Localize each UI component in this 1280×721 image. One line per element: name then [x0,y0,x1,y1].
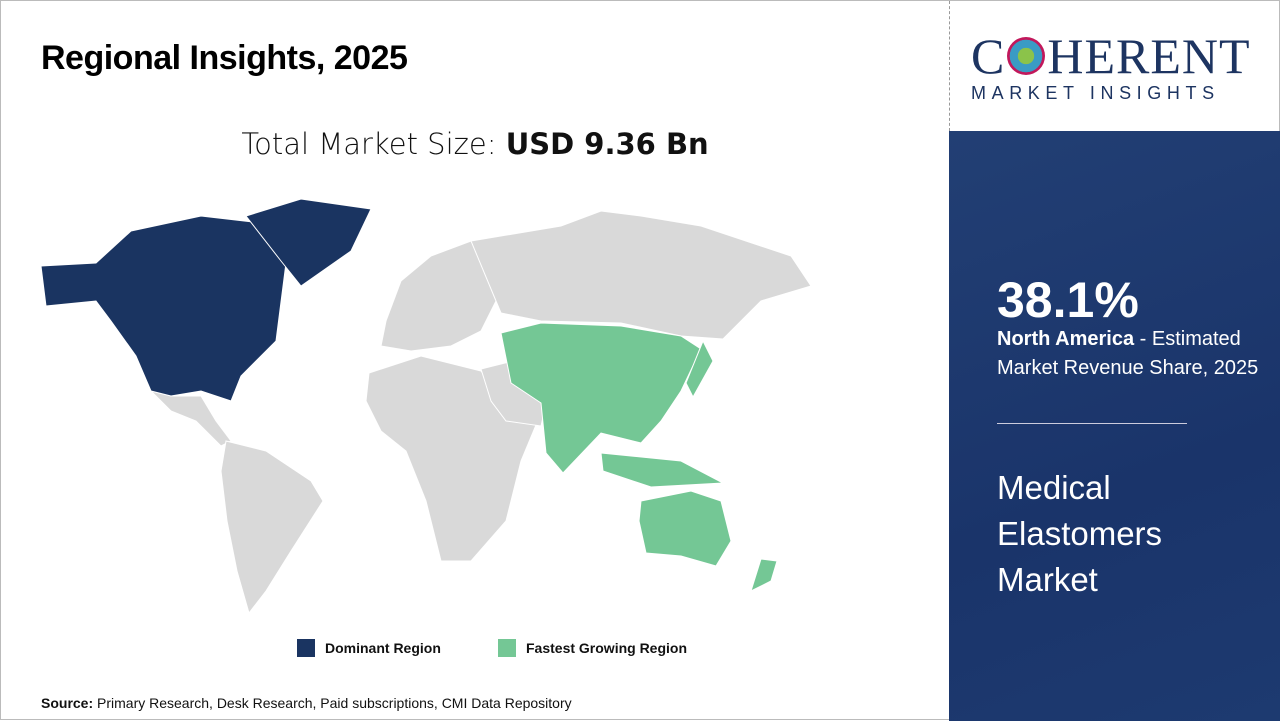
panel-divider [997,423,1187,424]
logo-subtitle: MARKET INSIGHTS [971,83,1220,103]
page-title: Regional Insights, 2025 [41,39,408,77]
total-label: Total Market Size: [241,127,506,161]
region-japan [685,339,714,399]
market-name-line: Market [997,561,1098,598]
globe-icon [1007,37,1046,75]
legend-label: Fastest Growing Region [526,640,688,656]
region-central-america [149,390,232,447]
region-australia [638,490,732,567]
legend-swatch-fastest [498,639,516,657]
source-note: Source: Primary Research, Desk Research,… [41,695,572,711]
share-description: North America - Estimated Market Revenue… [997,325,1267,383]
region-russia [470,210,812,340]
share-desc-text: - Estimated Market Revenue Share, 2025 [997,328,1259,379]
region-south-america [220,440,324,615]
region-north-america [40,215,287,402]
market-name: Medical Elastomers Market [997,465,1162,603]
legend-fastest: Fastest Growing Region [498,639,687,657]
total-market-size: Total Market Size: USD 9.36 Bn [1,127,949,161]
legend-swatch-dominant [297,639,315,657]
logo-text-c: C [971,28,1006,84]
legend-label: Dominant Region [325,640,441,656]
info-panel: 38.1% North America - Estimated Market R… [949,131,1280,721]
share-value: 38.1% [997,272,1139,328]
region-name: North America [997,328,1135,350]
divider [949,1,950,131]
market-name-line: Medical [997,469,1111,506]
world-map [40,198,812,615]
region-new-zealand [750,558,778,592]
market-name-line: Elastomers [997,515,1163,552]
region-se-asia-islands [600,452,725,488]
legend-dominant: Dominant Region [297,639,441,657]
source-label: Source: [41,695,94,711]
total-value: USD 9.36 Bn [505,127,709,161]
region-greenland [245,198,372,287]
region-asia-pacific [500,322,702,474]
source-text: Primary Research, Desk Research, Paid su… [93,695,572,711]
logo-text: HERENT [1047,28,1251,84]
logo: C HERENT MARKET INSIGHTS [971,31,1261,104]
